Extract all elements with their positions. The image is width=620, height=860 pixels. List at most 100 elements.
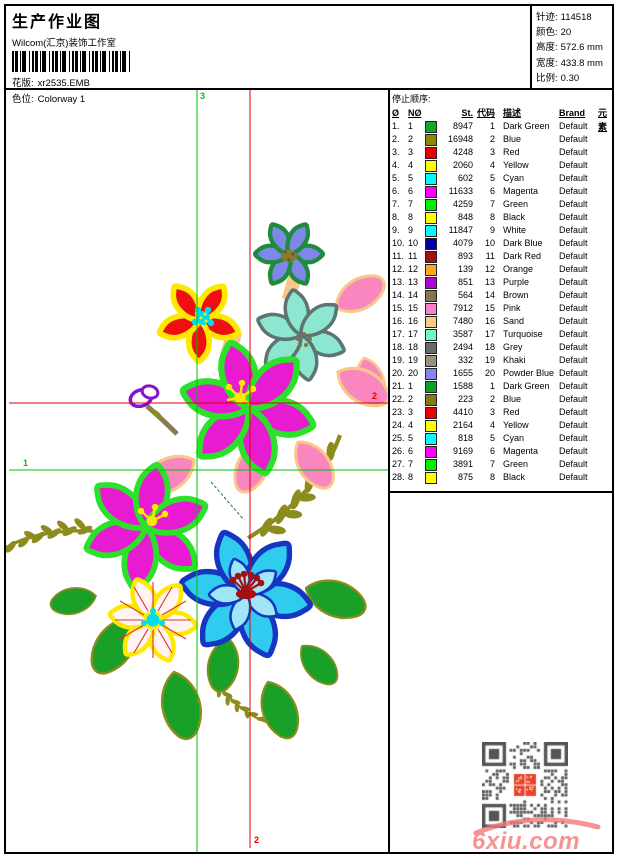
row-description: Yellow: [503, 420, 529, 430]
color-swatch: [425, 199, 437, 211]
color-swatch: [425, 160, 437, 172]
row-description: Brown: [503, 290, 529, 300]
row-brand: Default: [559, 290, 588, 300]
color-swatch-cell: [422, 406, 441, 419]
row-element: [598, 302, 612, 315]
row-description: Dark Green: [503, 381, 550, 391]
row-description: Blue: [503, 134, 522, 144]
row-stitches: 818: [457, 433, 473, 443]
row-description: Blue: [503, 394, 522, 404]
row-number: 19: [408, 355, 419, 365]
color-swatch: [425, 186, 437, 198]
color-swatch: [425, 446, 437, 458]
guide-label-left: 1: [23, 458, 29, 468]
row-stitches: 139: [457, 264, 473, 274]
row-number: 13: [408, 277, 419, 287]
row-stitches: 564: [457, 290, 473, 300]
row-number: 14: [408, 290, 419, 300]
row-brand: Default: [559, 238, 588, 248]
flower-blue-violet: [255, 220, 323, 287]
row-code: 4: [489, 420, 495, 430]
color-swatch-cell: [422, 159, 441, 172]
connector-line: [210, 481, 245, 521]
design-area: 3 2 1 2: [6, 90, 388, 852]
row-brand: Default: [559, 121, 588, 131]
flower-teal: [252, 286, 350, 384]
pattern-line: 花版: xr2535.EMB: [12, 75, 130, 89]
row-brand: Default: [559, 381, 588, 391]
row-description: Turquoise: [503, 329, 543, 339]
design-width: 宽度: 433.8 mm: [536, 57, 603, 69]
color-swatch: [425, 381, 437, 393]
row-code: 5: [489, 173, 495, 183]
row-code: 7: [489, 459, 495, 469]
row-seq: 21.: [392, 381, 405, 391]
row-element: [598, 328, 612, 341]
row-seq: 22.: [392, 394, 405, 404]
row-brand: Default: [559, 329, 588, 339]
company-name: Wilcom(汇京)装饰工作室: [12, 38, 116, 49]
table-row: 19. 19 332 19 Khaki Default: [390, 354, 612, 367]
row-seq: 1.: [392, 121, 400, 131]
row-stitches: 4259: [452, 199, 473, 209]
row-seq: 25.: [392, 433, 405, 443]
row-description: Green: [503, 199, 529, 209]
table-row: 14. 14 564 14 Brown Default: [390, 289, 612, 302]
row-number: 5: [408, 433, 414, 443]
color-swatch-cell: [422, 315, 441, 328]
row-number: 4: [408, 160, 414, 170]
row-element: [598, 185, 612, 198]
color-swatch-cell: [422, 289, 441, 302]
column-header: Ø: [392, 108, 400, 118]
row-element: [598, 458, 612, 471]
row-description: Black: [503, 212, 526, 222]
color-swatch-cell: [422, 276, 441, 289]
stitch-count: 针迹: 114518: [536, 12, 592, 23]
color-swatch: [425, 342, 437, 354]
colorway-line: 色位: Colorway 1: [12, 91, 130, 105]
row-code: 18: [484, 342, 495, 352]
row-code: 8: [489, 472, 495, 482]
row-code: 2: [489, 394, 495, 404]
design-info-box: 针迹: 114518 颜色: 20 高度: 572.6 mm 宽度: 433.8 mm …: [530, 6, 612, 88]
row-seq: 3.: [392, 147, 400, 157]
row-element: [598, 289, 612, 302]
row-number: 2: [408, 394, 414, 404]
row-element: [598, 432, 612, 445]
row-code: 3: [489, 407, 495, 417]
row-element: [598, 341, 612, 354]
color-swatch-cell: [422, 172, 441, 185]
qr-code: [482, 742, 568, 828]
color-swatch: [425, 407, 437, 419]
table-row: 22. 2 223 2 Blue Default: [390, 393, 612, 406]
row-stitches: 893: [457, 251, 473, 261]
row-seq: 15.: [392, 303, 405, 313]
color-swatch-cell: [422, 354, 441, 367]
row-code: 3: [489, 147, 495, 157]
row-brand: Default: [559, 394, 588, 404]
color-swatch-cell: [422, 458, 441, 471]
row-description: Sand: [503, 316, 525, 326]
row-code: 19: [484, 355, 495, 365]
color-swatch-cell: [422, 237, 441, 250]
row-description: Yellow: [503, 160, 529, 170]
row-description: Grey: [503, 342, 523, 352]
row-description: Magenta: [503, 186, 539, 196]
column-header: 元素: [598, 108, 608, 132]
row-number: 4: [408, 420, 414, 430]
row-code: 6: [489, 186, 495, 196]
row-number: 7: [408, 459, 414, 469]
row-code: 1: [489, 121, 495, 131]
row-description: Purple: [503, 277, 530, 287]
row-brand: Default: [559, 264, 588, 274]
row-number: 9: [408, 225, 414, 235]
row-stitches: 3587: [452, 329, 473, 339]
color-swatch: [425, 225, 437, 237]
row-number: 15: [408, 303, 419, 313]
row-code: 13: [484, 277, 495, 287]
row-number: 3: [408, 147, 414, 157]
row-element: [598, 198, 612, 211]
color-swatch: [425, 264, 437, 276]
row-seq: 28.: [392, 472, 405, 482]
design-height: 高度: 572.6 mm: [536, 42, 603, 54]
